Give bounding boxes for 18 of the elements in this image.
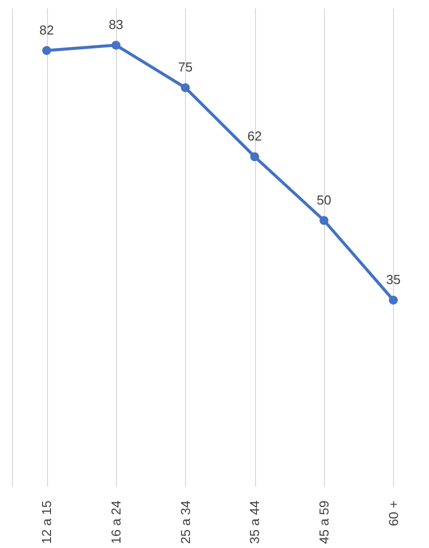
point <box>388 296 398 305</box>
x-tick-label: 16 a 24 <box>108 500 124 544</box>
x-tick-label: 60 + <box>386 500 401 526</box>
data-label: 62 <box>247 128 262 144</box>
point <box>42 46 52 55</box>
x-tick-label: 45 a 59 <box>316 500 332 544</box>
data-label: 50 <box>316 192 332 208</box>
data-label: 75 <box>178 60 193 75</box>
point <box>180 83 190 92</box>
x-tick-label: 12 a 15 <box>39 500 54 544</box>
data-label: 35 <box>386 272 401 288</box>
point <box>112 40 120 50</box>
data-label: 83 <box>108 17 124 32</box>
x-tick-label: 25 a 34 <box>178 500 193 544</box>
point <box>320 216 328 225</box>
data-label: 82 <box>39 22 54 38</box>
point <box>250 152 260 162</box>
x-tick-label: 35 a 44 <box>247 500 262 544</box>
